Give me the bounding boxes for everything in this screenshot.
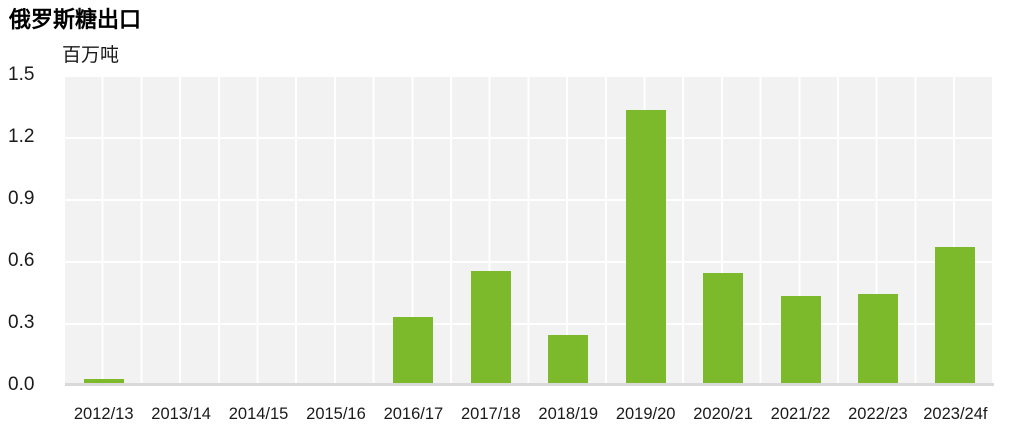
bar-2019/20 [625,110,666,385]
bar-column-2015/16 [297,75,374,385]
bar-column-2021/22 [762,75,839,385]
x-tick-label-2015/16: 2015/16 [306,405,366,423]
bar-column-2022/23 [839,75,916,385]
bar-2017/18 [470,271,511,385]
x-tick-label-2016/17: 2016/17 [383,405,444,423]
x-axis: 2012/13 2013/14 2014/15 2015/16 2016/17 2017/… [65,403,994,425]
x-tick-label-2020/21: 2020/21 [693,405,753,423]
x-tick-label-2012/13: 2012/13 [73,405,134,423]
bars-container [65,75,994,385]
y-axis-unit-label: 百万吨 [62,44,120,66]
y-tick-label-0.9: 0.9 [8,188,35,209]
plot-area [65,75,994,386]
x-axis-line [65,383,994,386]
x-tick-label-2014/15: 2014/15 [228,405,289,423]
x-tick-label-2023/24f: 2023/24f [923,405,988,423]
y-tick-label-0.3: 0.3 [8,312,35,333]
chart-title: 俄罗斯糖出口 [9,7,142,33]
bar-column-2016/17 [375,75,452,385]
bar-column-2019/20 [607,75,684,385]
y-tick-label-0.6: 0.6 [8,250,35,271]
bar-2022/23 [857,294,898,385]
bar-column-2017/18 [452,75,529,385]
bar-2020/21 [703,273,744,385]
bar-column-2013/14 [142,75,219,385]
y-tick-label-1.5: 1.5 [8,64,35,85]
bar-column-2018/19 [530,75,607,385]
y-tick-label-0.0: 0.0 [8,374,35,395]
bar-column-2012/13 [65,75,142,385]
bar-2021/22 [780,296,821,385]
bar-2016/17 [393,316,434,385]
y-tick-label-1.2: 1.2 [8,126,35,147]
bar-2023/24f [935,246,976,385]
y-axis: 0.0 0.3 0.6 0.9 1.2 1.5 [0,64,60,395]
bar-column-2020/21 [684,75,761,385]
bar-column-2014/15 [220,75,297,385]
x-tick-label-2018/19: 2018/19 [538,405,599,423]
x-tick-label-2019/20: 2019/20 [615,405,676,423]
bar-column-2023/24f [917,75,994,385]
x-tick-label-2013/14: 2013/14 [151,405,211,423]
x-tick-label-2017/18: 2017/18 [460,405,521,423]
x-tick-label-2022/23: 2022/23 [848,405,908,423]
x-tick-label-2021/22: 2021/22 [770,405,831,423]
bar-2012/13 [83,378,124,385]
bar-2018/19 [548,335,589,385]
